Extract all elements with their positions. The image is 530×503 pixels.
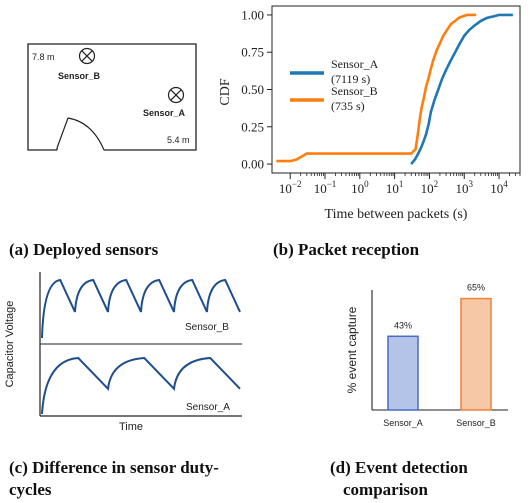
y-tick-label: 0.50 (241, 82, 264, 97)
y-axis-label: Capacitor Voltage (4, 301, 16, 388)
x-axis-label: Time between packets (s) (325, 207, 468, 222)
bar-category-label: Sensor_B (456, 418, 496, 428)
x-axis-label: Time (119, 421, 143, 433)
cdf-line-sensor-a (410, 13, 513, 165)
legend-label-sensor-b: Sensor_B (331, 84, 378, 98)
bar-sensor-b (460, 297, 492, 411)
caption-d-line1: (d) Event detection (330, 458, 468, 477)
wall-outline (27, 43, 197, 151)
legend-value-sensor-a: (7119 s) (331, 72, 370, 86)
caption-c-line2: cycles (9, 480, 52, 499)
sensor-b-voltage-line (41, 278, 241, 339)
caption-c-line1: (c) Difference in sensor duty- (9, 458, 219, 477)
caption-b: (b) Packet reception (273, 240, 420, 259)
y-tick-label: 0.25 (241, 119, 264, 134)
event-capture-chart: 43% Sensor_A 65% Sensor_B % event capture (345, 283, 508, 428)
sensor-b-icon (78, 47, 96, 65)
bar-category-label: Sensor_A (383, 418, 423, 428)
x-tick-label: 104 (490, 179, 508, 196)
packet-cdf-chart: 0.00 0.25 0.50 0.75 1.00 10−2 10−1 100 101 102 10… (218, 5, 521, 222)
x-tick-label: 102 (421, 179, 439, 196)
cdf-line-sensor-b (276, 13, 477, 163)
legend-label-sensor-a: Sensor_A (331, 57, 379, 71)
legend: Sensor_A (7119 s) Sensor_B (735 s) (290, 57, 379, 113)
sensor-a-voltage-line (41, 356, 241, 415)
y-axis-label: % event capture (345, 306, 359, 393)
plot-frame (271, 5, 521, 174)
height-label: 7.8 m (32, 52, 55, 62)
floorplan-diagram: 7.8 m 5.4 m Sensor_B Sensor_A (27, 43, 197, 151)
y-axis-label: CDF (218, 78, 233, 105)
caption-d-line2: comparison (343, 480, 428, 499)
x-tick-label: 101 (386, 179, 404, 196)
y-tick-label: 0.75 (241, 45, 264, 60)
y-tick-label: 1.00 (241, 7, 264, 22)
x-tick-label: 10−1 (314, 179, 337, 196)
y-tick-label: 0.00 (241, 157, 264, 172)
x-tick-label: 103 (455, 179, 473, 196)
x-tick-label: 100 (351, 179, 369, 196)
sensor-b-series-label: Sensor_B (185, 322, 229, 333)
width-label: 5.4 m (167, 135, 190, 145)
x-tick-label: 10−2 (279, 179, 302, 196)
sensor-a-label: Sensor_A (143, 108, 186, 118)
sensor-a-icon (167, 86, 185, 104)
bar-value-label: 65% (467, 283, 485, 293)
bar-sensor-a (387, 335, 419, 411)
legend-value-sensor-b: (735 s) (331, 99, 365, 113)
sensor-a-series-label: Sensor_A (186, 402, 230, 413)
capacitor-voltage-chart: Sensor_B Sensor_A Capacitor Voltage Time (4, 272, 242, 433)
bar-value-label: 43% (394, 320, 412, 330)
sensor-b-label: Sensor_B (58, 71, 101, 81)
door-arc-icon (56, 117, 105, 151)
caption-a: (a) Deployed sensors (9, 240, 159, 259)
